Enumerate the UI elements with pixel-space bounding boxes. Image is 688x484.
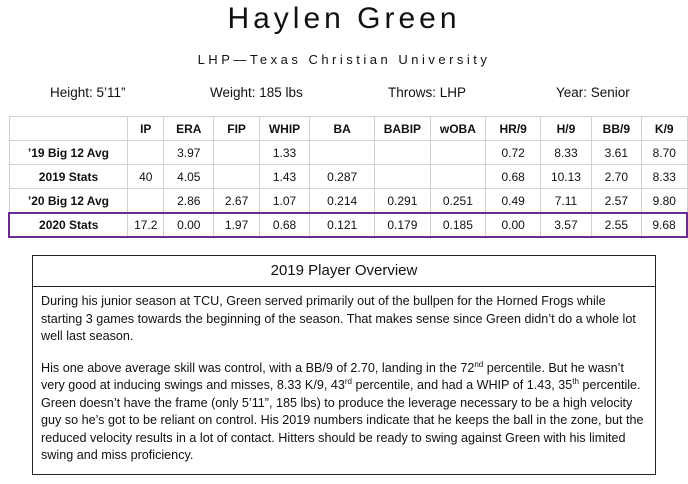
cell: [213, 140, 260, 165]
header-cell: H/9: [540, 116, 592, 141]
cell: 1.43: [258, 164, 311, 189]
text: percentile. But he wasn’t very good at i…: [41, 360, 624, 393]
cell: [213, 164, 260, 189]
header-cell: ERA: [163, 116, 215, 141]
info-item: Height: 5’11”: [50, 85, 126, 100]
cell: [127, 188, 165, 214]
cell: 17.2: [127, 212, 165, 238]
cell: [429, 164, 487, 189]
cell: 3.61: [590, 140, 643, 165]
header-cell: [8, 116, 129, 141]
subtitle: LHP—Texas Christian University: [197, 52, 491, 67]
cell: [127, 140, 165, 165]
cell: 1.33: [258, 140, 311, 165]
superscript: rd: [344, 376, 352, 386]
cell: 0.287: [309, 164, 376, 189]
text: percentile, and had a WHIP of 1.43, 35: [351, 378, 573, 392]
table-row: ’19 Big 12 Avg 3.97 1.33 0.72 8.33 3.61 8.70: [8, 140, 688, 165]
row-label: ’20 Big 12 Avg: [8, 188, 129, 214]
info-item: Year: Senior: [556, 85, 630, 100]
cell: [374, 140, 431, 165]
overview-box: 2019 Player Overview During his junior s…: [32, 255, 656, 475]
header-cell: BA: [309, 116, 376, 141]
cell: 2.67: [213, 188, 260, 214]
cell: 0.00: [163, 212, 215, 238]
cell: 0.72: [485, 140, 542, 165]
cell: 2.70: [590, 164, 643, 189]
header-cell: IP: [127, 116, 165, 141]
cell: 8.70: [641, 140, 688, 165]
info-item: Weight: 185 lbs: [210, 85, 303, 100]
header-cell: HR/9: [485, 116, 542, 141]
paragraph: His one above average skill was control,…: [41, 360, 647, 465]
cell: 10.13: [540, 164, 592, 189]
cell: 0.251: [429, 188, 487, 214]
cell: [309, 140, 376, 165]
text: His one above average skill was control,…: [41, 360, 475, 375]
cell: 3.97: [163, 140, 215, 165]
row-label: ’19 Big 12 Avg: [8, 140, 129, 165]
table-row: 2020 Stats 17.2 0.00 1.97 0.68 0.121 0.179 0.18…: [8, 212, 688, 238]
cell: 2.86: [163, 188, 215, 214]
superscript: th: [572, 376, 579, 386]
header-cell: FIP: [213, 116, 260, 141]
cell: 1.07: [258, 188, 311, 214]
cell: 2.57: [590, 188, 643, 214]
cell: 8.33: [641, 164, 688, 189]
cell: 0.121: [309, 212, 376, 238]
cell: 0.185: [429, 212, 487, 238]
info-item: Throws: LHP: [388, 85, 467, 100]
table-row: 2019 Stats 40 4.05 1.43 0.287 0.68 10.13 2.70 8.…: [8, 164, 688, 189]
row-label: 2019 Stats: [8, 164, 129, 189]
cell: 1.97: [213, 212, 260, 238]
cell: 0.291: [374, 188, 431, 214]
cell: 0.179: [374, 212, 431, 238]
cell: 7.11: [540, 188, 592, 214]
superscript: nd: [474, 359, 484, 369]
cell: 4.05: [163, 164, 215, 189]
cell: [374, 164, 431, 189]
cell: 2.55: [590, 212, 643, 238]
cell: 40: [127, 164, 165, 189]
header-cell: BABIP: [374, 116, 431, 141]
paragraph: During his junior season at TCU, Green s…: [41, 293, 647, 346]
cell: 0.68: [258, 212, 311, 238]
cell: 0.49: [485, 188, 542, 214]
cell: 0.214: [309, 188, 376, 214]
cell: 3.57: [540, 212, 592, 238]
cell: [429, 140, 487, 165]
stats-table: IP ERA FIP WHIP BA BABIP wOBA HR/9 H/9 BB/9 K/9’19…: [8, 116, 688, 238]
table-row: ’20 Big 12 Avg 2.86 2.67 1.07 0.214 0.291 0.25…: [8, 188, 688, 214]
header-cell: wOBA: [429, 116, 487, 141]
cell: 0.00: [485, 212, 542, 238]
overview-title: 2019 Player Overview: [33, 256, 655, 287]
cell: 9.68: [641, 212, 688, 238]
cell: 9.80: [641, 188, 688, 214]
header-cell: K/9: [641, 116, 688, 141]
cell: 0.68: [485, 164, 542, 189]
text: During his junior season at TCU, Green s…: [41, 294, 636, 343]
cell: 8.33: [540, 140, 592, 165]
header-row: IP ERA FIP WHIP BA BABIP wOBA HR/9 H/9 BB/9 K/9: [8, 116, 688, 141]
header-cell: BB/9: [590, 116, 643, 141]
title: Haylen Green: [227, 2, 461, 35]
row-label: 2020 Stats: [8, 212, 129, 238]
text: percentile. Green doesn’t have the frame…: [41, 378, 644, 462]
header-cell: WHIP: [258, 116, 311, 141]
